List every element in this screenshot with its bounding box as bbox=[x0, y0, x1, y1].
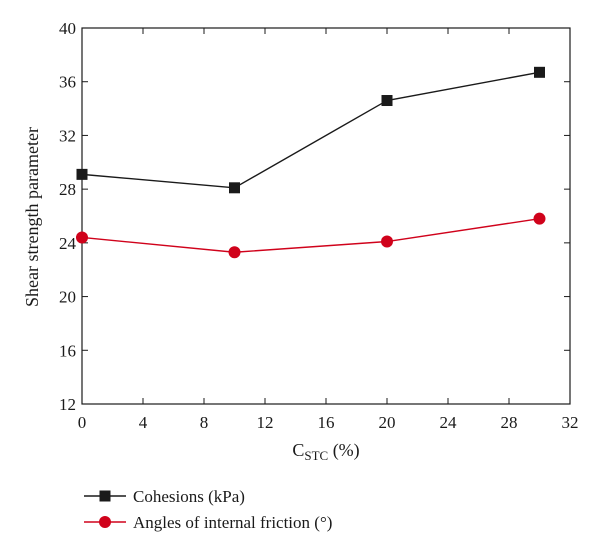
x-axis-title-main: C bbox=[292, 440, 304, 460]
x-tick-label: 8 bbox=[200, 413, 209, 432]
data-point bbox=[229, 182, 240, 194]
data-point bbox=[76, 168, 88, 180]
x-tick-label: 0 bbox=[78, 413, 87, 432]
x-tick-label: 20 bbox=[379, 413, 396, 432]
legend-marker bbox=[99, 516, 111, 528]
y-tick-label: 36 bbox=[59, 73, 76, 92]
x-axis-title: CSTC (%) bbox=[292, 440, 359, 463]
y-axis-title: Shear strength parameter bbox=[22, 127, 42, 307]
data-point bbox=[533, 212, 546, 225]
x-axis-title-subscript: STC bbox=[304, 448, 328, 463]
data-point bbox=[534, 66, 545, 78]
series-2 bbox=[76, 212, 546, 259]
legend: Cohesions (kPa) Angles of internal fricti… bbox=[84, 487, 332, 532]
x-tick-label: 12 bbox=[257, 413, 274, 432]
data-point bbox=[381, 235, 393, 248]
data-point bbox=[381, 95, 393, 107]
y-tick-label: 40 bbox=[59, 19, 76, 38]
y-tick-label: 24 bbox=[59, 234, 77, 253]
y-tick-label: 28 bbox=[59, 180, 76, 199]
series-line bbox=[81, 71, 540, 189]
x-tick-label: 24 bbox=[440, 413, 458, 432]
y-tick-label: 12 bbox=[59, 395, 76, 414]
y-tick-label: 16 bbox=[59, 341, 76, 360]
legend-label: Cohesions (kPa) bbox=[133, 487, 245, 506]
x-tick-label: 28 bbox=[501, 413, 518, 432]
legend-marker bbox=[99, 490, 111, 502]
legend-label: Angles of internal friction (°) bbox=[133, 513, 332, 532]
x-tick-label: 4 bbox=[139, 413, 148, 432]
series-line bbox=[81, 217, 540, 253]
data-point bbox=[76, 231, 88, 244]
plot-area-frame bbox=[81, 27, 571, 405]
data-point bbox=[228, 246, 241, 259]
y-tick-label: 32 bbox=[59, 126, 76, 145]
x-tick-label: 32 bbox=[562, 413, 579, 432]
x-tick-label: 16 bbox=[318, 413, 335, 432]
y-tick-label: 20 bbox=[59, 288, 76, 307]
x-axis-title-suffix: (%) bbox=[328, 440, 359, 461]
series-1 bbox=[76, 66, 545, 194]
